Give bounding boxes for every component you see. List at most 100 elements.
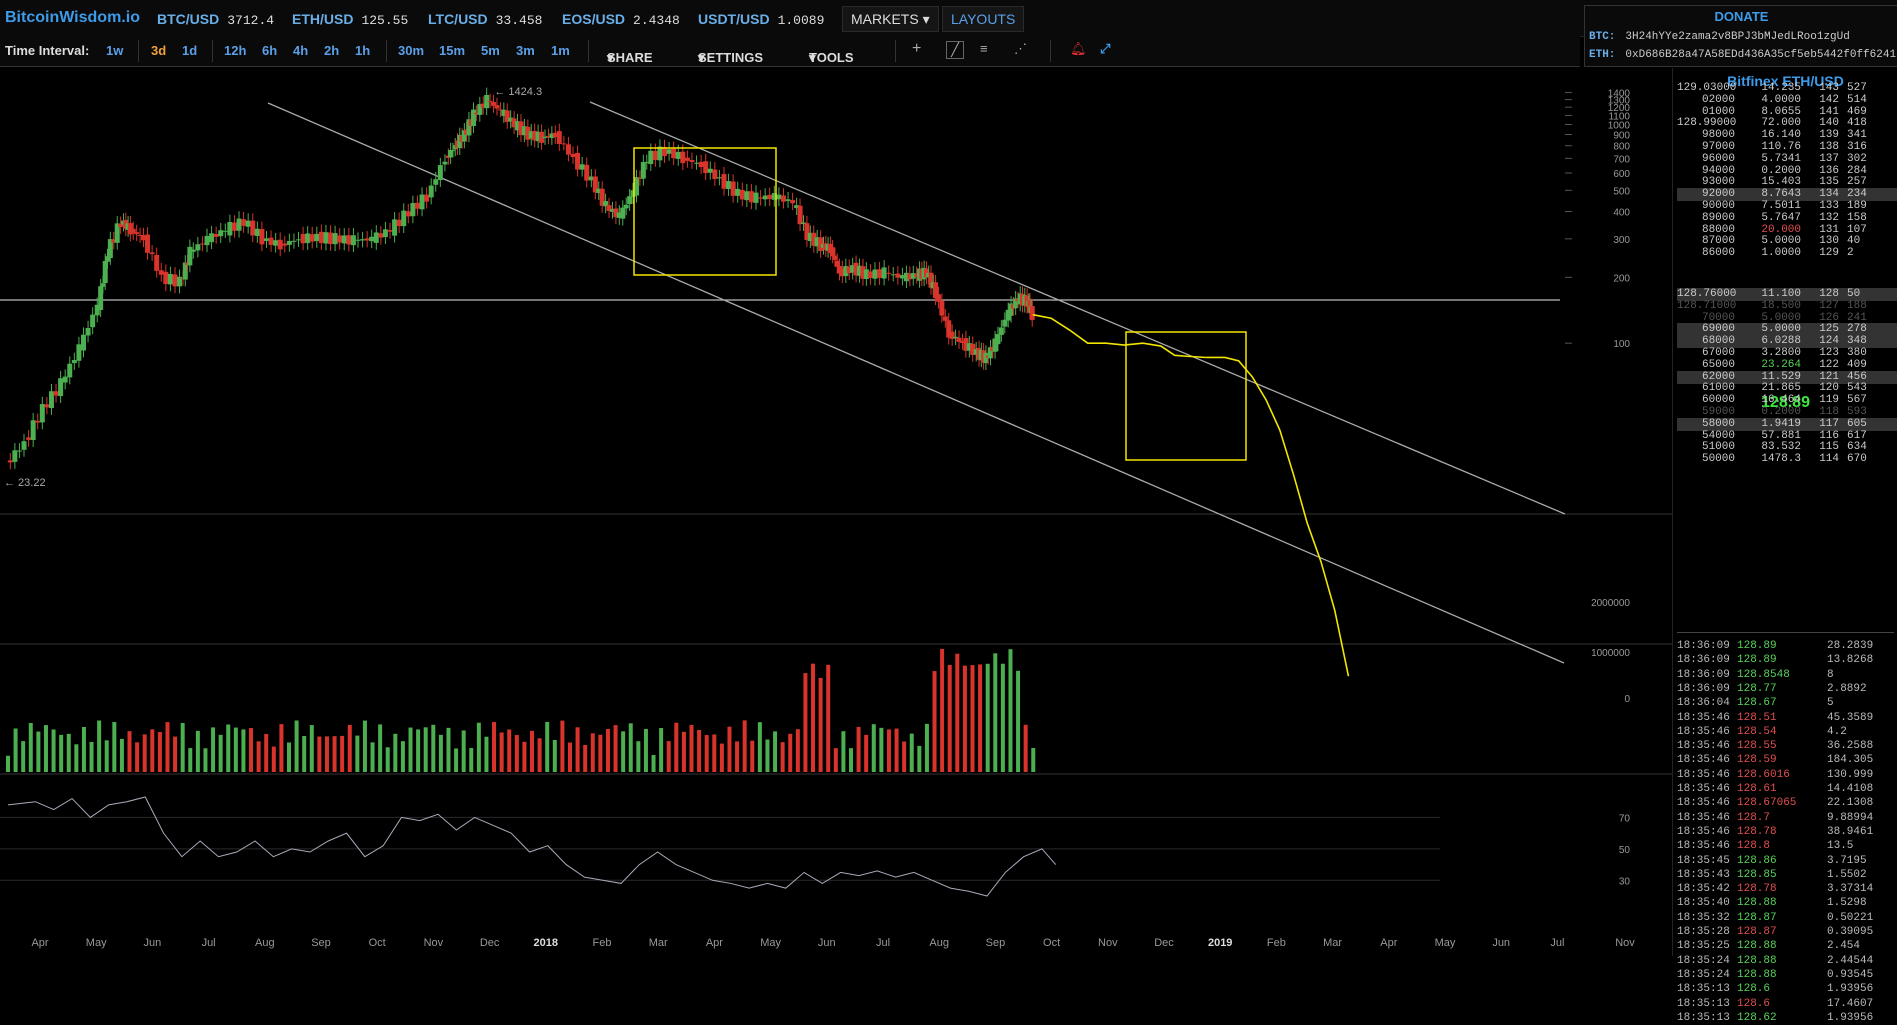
ticker-btc[interactable]: BTC/USD 3712.4 bbox=[157, 11, 275, 28]
interval-3m[interactable]: 3m bbox=[516, 43, 535, 58]
interval-4h[interactable]: 4h bbox=[293, 43, 309, 58]
trendline-tool-icon[interactable]: ╱ bbox=[946, 41, 964, 59]
bid-row[interactable]: 51000 83.532 115 634 bbox=[1677, 441, 1897, 454]
ask-row[interactable]: 01000 8.0655 141 469 bbox=[1677, 106, 1897, 119]
bid-row[interactable]: 65000 23.264 122 409 bbox=[1677, 359, 1897, 372]
candle-body bbox=[748, 191, 754, 203]
x-axis-label: Jul bbox=[202, 937, 216, 949]
orderbook-cell: 97000 bbox=[1701, 141, 1735, 153]
candle-body bbox=[662, 147, 668, 157]
orderbook-cell: 143 bbox=[1819, 82, 1839, 94]
ticker-ltc[interactable]: LTC/USD 33.458 bbox=[428, 11, 543, 28]
divider bbox=[1677, 632, 1894, 633]
candle-body bbox=[721, 174, 727, 189]
bid-row[interactable]: 128.76000 11.100 128 50 bbox=[1677, 288, 1897, 301]
x-axis-label: May bbox=[86, 937, 107, 949]
orderbook-cell: 51000 bbox=[1701, 441, 1735, 454]
layouts-button[interactable]: LAYOUTS bbox=[942, 6, 1025, 32]
alert-bell-icon[interactable]: 🔔︎ bbox=[1070, 41, 1087, 56]
orderbook-cell: 141 bbox=[1819, 105, 1839, 118]
ask-row[interactable]: 90000 7.5011 133 189 bbox=[1677, 200, 1897, 213]
orderbook-cell: 316 bbox=[1847, 141, 1867, 153]
bid-row[interactable]: 60000 16.464 119 567 bbox=[1677, 394, 1897, 407]
interval-1m[interactable]: 1m bbox=[551, 43, 570, 58]
volume-bar bbox=[575, 727, 580, 772]
candle-body bbox=[860, 266, 866, 279]
interval-6h[interactable]: 6h bbox=[262, 43, 278, 58]
candle-body bbox=[983, 352, 989, 364]
bid-row[interactable]: 70000 5.0000 126 241 bbox=[1677, 312, 1897, 325]
interval-30m[interactable]: 30m bbox=[398, 43, 425, 58]
interval-1d[interactable]: 1d bbox=[182, 43, 198, 58]
ask-row[interactable]: 94000 0.2000 136 284 bbox=[1677, 165, 1897, 178]
interval-1h[interactable]: 1h bbox=[355, 43, 371, 58]
interval-2h[interactable]: 2h bbox=[324, 43, 340, 58]
orderbook-cell: 1.0000 bbox=[1761, 247, 1801, 260]
candle-body bbox=[62, 376, 68, 383]
ask-row[interactable]: 98000 16.140 139 341 bbox=[1677, 129, 1897, 142]
volume-bar bbox=[537, 738, 542, 772]
trade-cell: 18:36:04 bbox=[1677, 697, 1730, 710]
fib-tool-icon[interactable]: ≡ bbox=[980, 41, 988, 56]
orderbook-cell: 593 bbox=[1847, 406, 1867, 418]
x-axis-label: Apr bbox=[31, 937, 48, 949]
volume-bar bbox=[765, 739, 770, 772]
candle-body bbox=[405, 211, 411, 217]
orderbook-cell: 123 bbox=[1819, 347, 1839, 359]
trade-cell: 1.5298 bbox=[1827, 897, 1867, 910]
bid-row[interactable]: 59000 0.2000 118 593 bbox=[1677, 406, 1897, 419]
bid-row[interactable]: 68000 6.0288 124 348 bbox=[1677, 335, 1897, 349]
trade-cell: 18:35:46 bbox=[1677, 768, 1730, 781]
x-axis-label: Jul bbox=[876, 937, 890, 949]
ask-row[interactable]: 128.99000 72.000 140 418 bbox=[1677, 117, 1897, 130]
bid-row[interactable]: 58000 1.9419 117 605 bbox=[1677, 417, 1897, 431]
volume-bar bbox=[81, 726, 86, 772]
candle-body bbox=[437, 165, 443, 181]
bid-row[interactable]: 50000 1478.3 114 670 bbox=[1677, 453, 1897, 466]
volume-bar bbox=[552, 740, 557, 772]
bid-row[interactable]: 128.71000 18.500 127 188 bbox=[1677, 300, 1897, 313]
bid-row[interactable]: 54000 57.881 116 617 bbox=[1677, 430, 1897, 443]
ask-row[interactable]: 88000 20.000 131 107 bbox=[1677, 224, 1897, 237]
ask-row[interactable]: 87000 5.0000 130 40 bbox=[1677, 235, 1897, 248]
site-logo[interactable]: BitcoinWisdom.io bbox=[5, 9, 140, 26]
donate-title[interactable]: DONATE bbox=[1714, 9, 1769, 24]
candle-body bbox=[30, 420, 36, 441]
interval-3d[interactable]: 3d bbox=[151, 43, 167, 58]
interval-5m[interactable]: 5m bbox=[481, 43, 500, 58]
bid-row[interactable]: 69000 5.0000 125 278 bbox=[1677, 323, 1897, 337]
orderbook-title[interactable]: Bitfinex ETH/USD bbox=[1727, 73, 1844, 89]
candle-body bbox=[935, 294, 941, 302]
orderbook-cell: 605 bbox=[1847, 417, 1867, 430]
ask-row[interactable]: 93000 15.403 135 257 bbox=[1677, 176, 1897, 189]
ask-row[interactable]: 86000 1.0000 129 2 bbox=[1677, 247, 1897, 260]
candle-body bbox=[712, 169, 718, 179]
ticker-usdt[interactable]: USDT/USD 1.0089 bbox=[698, 11, 825, 28]
ask-row[interactable]: 97000 110.76 138 316 bbox=[1677, 141, 1897, 154]
ask-row[interactable]: 89000 5.7647 132 158 bbox=[1677, 212, 1897, 225]
ask-row[interactable]: 02000 4.0000 142 514 bbox=[1677, 94, 1897, 107]
ask-row[interactable]: 92000 8.7643 134 234 bbox=[1677, 188, 1897, 202]
markets-menu[interactable]: MARKETS ▾ bbox=[842, 6, 939, 32]
bid-row[interactable]: 62000 11.529 121 456 bbox=[1677, 370, 1897, 384]
crosshair-icon[interactable]: + bbox=[912, 40, 922, 57]
interval-12h[interactable]: 12h bbox=[224, 43, 247, 58]
trade-cell: 18:35:46 bbox=[1677, 725, 1730, 738]
fan-tool-icon[interactable]: ⋰ bbox=[1014, 41, 1027, 56]
bid-row[interactable]: 61000 21.865 120 543 bbox=[1677, 382, 1897, 395]
volume-bar bbox=[362, 720, 367, 772]
ask-row[interactable]: 96000 5.7341 137 302 bbox=[1677, 153, 1897, 166]
price-chart[interactable]: 1400130012001100100090080070060050040030… bbox=[0, 66, 1672, 956]
ask-row[interactable]: 129.03000 14.235 143 527 bbox=[1677, 82, 1897, 95]
volume-bar bbox=[1031, 748, 1036, 772]
candle-body bbox=[1029, 306, 1035, 320]
ticker-eos[interactable]: EOS/USD 2.4348 bbox=[562, 11, 680, 28]
trade-cell: 36.2588 bbox=[1827, 740, 1874, 753]
volume-tick-label: 0 bbox=[1624, 694, 1630, 705]
interval-1w[interactable]: 1w bbox=[106, 43, 124, 58]
fullscreen-icon[interactable]: ⤢ bbox=[1100, 41, 1111, 56]
orderbook-cell: 58000 bbox=[1701, 417, 1735, 430]
bid-row[interactable]: 67000 3.2800 123 380 bbox=[1677, 347, 1897, 360]
ticker-eth[interactable]: ETH/USD 125.55 bbox=[292, 11, 409, 28]
interval-15m[interactable]: 15m bbox=[439, 43, 466, 58]
